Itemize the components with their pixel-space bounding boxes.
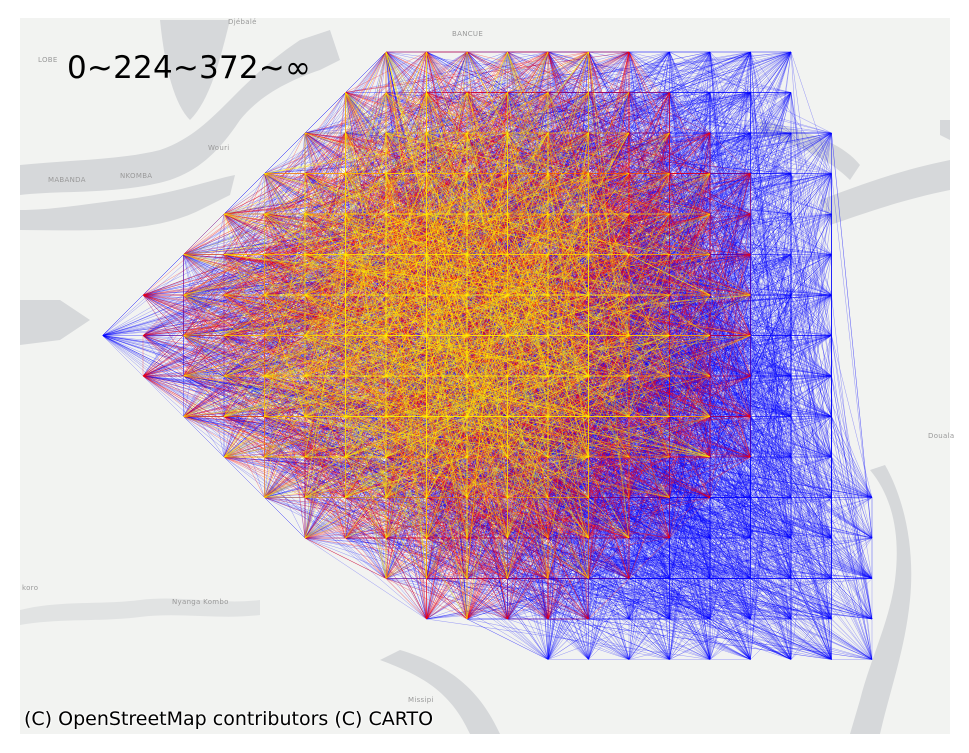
place-label: Douala [928,432,954,440]
place-label: Missipi [408,696,434,704]
basemap-water [20,20,950,734]
place-label: Djébalé [228,18,257,26]
place-label: BANCUE [452,30,483,38]
place-label: Nyanga Kombo [172,598,229,606]
place-labels: Djébalé BANCUE LOBE MABANDA NKOMBA Wouri… [22,18,954,704]
flow-lines-0-224 [183,51,751,620]
place-label: Wouri [208,144,230,152]
map-attribution: (C) OpenStreetMap contributors (C) CARTO [24,708,434,730]
place-label: NKOMBA [120,172,152,180]
legend-label: 0~224~372~∞ [67,50,312,86]
place-label: LOBE [38,56,58,64]
place-label: MABANDA [48,176,86,184]
flow-line-bundle [183,51,751,620]
place-label: koro [22,584,38,592]
